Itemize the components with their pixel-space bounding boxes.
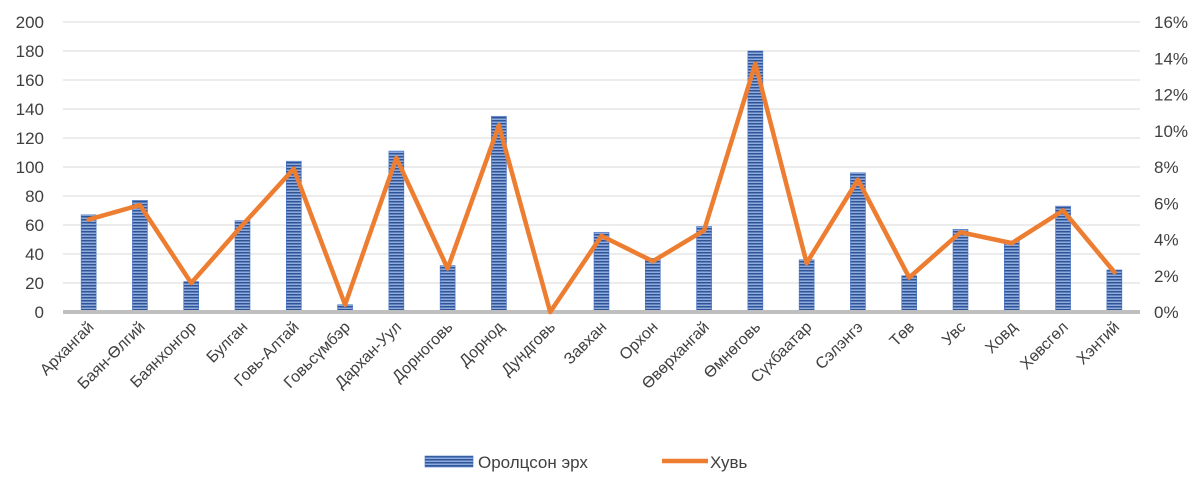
x-tick-label: Орхон xyxy=(617,319,662,364)
line-point xyxy=(701,228,707,233)
line-series xyxy=(86,61,1117,315)
y-right-tick-label: 6% xyxy=(1154,194,1179,213)
y-left-tick-label: 100 xyxy=(16,158,44,177)
y-left-tick-label: 120 xyxy=(16,129,44,148)
bar xyxy=(1106,269,1123,313)
x-tick-label: Дундговь xyxy=(499,319,560,380)
line-point xyxy=(240,222,245,228)
bar xyxy=(901,275,918,313)
y-left-tick-label: 80 xyxy=(25,187,44,206)
line-point xyxy=(496,123,502,128)
x-tick-label: Увс xyxy=(939,319,969,349)
legend: Оролцсон эрх Хувь xyxy=(424,453,747,472)
y-right-tick-label: 4% xyxy=(1154,231,1179,250)
line-point xyxy=(445,266,450,271)
line-point xyxy=(907,275,912,280)
line-point xyxy=(548,309,553,315)
y-right-tick-label: 14% xyxy=(1154,49,1188,68)
bar xyxy=(1055,205,1071,313)
bar xyxy=(80,214,97,313)
line-point xyxy=(189,280,194,286)
line-point xyxy=(1112,269,1117,275)
line-point xyxy=(342,302,348,307)
legend-bar-label: Оролцсон эрх xyxy=(478,453,588,472)
y-right-tick-label: 10% xyxy=(1154,122,1188,141)
line-point xyxy=(1009,240,1014,246)
line-point xyxy=(599,233,604,239)
y-right-tick-label: 16% xyxy=(1154,13,1188,32)
tick-labels: 0 20 40 60 80 100 120 140 160 180 200 0% 2% 4% 6% 8% 10%… xyxy=(16,13,1188,393)
y-left-tick-label: 0 xyxy=(35,303,44,322)
line-point xyxy=(650,259,655,264)
legend-bar-swatch xyxy=(424,455,474,468)
line-point xyxy=(86,217,91,222)
y-left-tick-label: 60 xyxy=(25,216,44,235)
y-left-tick-label: 160 xyxy=(16,71,44,90)
x-tick-label: Ховд xyxy=(982,318,1021,357)
x-tick-label: Дорнод xyxy=(456,318,508,370)
bar-series xyxy=(80,50,1123,313)
y-left-tick-label: 20 xyxy=(25,274,44,293)
line-point xyxy=(1060,208,1066,213)
bar xyxy=(439,265,456,313)
y-right-tick-label: 2% xyxy=(1154,267,1179,286)
line-point xyxy=(855,177,861,182)
line-point xyxy=(958,230,963,235)
y-right-tick-label: 0% xyxy=(1154,303,1179,322)
x-tick-label: Булган xyxy=(204,319,252,367)
x-tick-label: Завхан xyxy=(561,319,610,368)
bar xyxy=(1003,240,1020,313)
bar xyxy=(644,258,661,313)
bar xyxy=(952,229,969,313)
y-left-tick-label: 200 xyxy=(16,13,44,32)
bar xyxy=(798,259,815,313)
y-left-tick-label: 40 xyxy=(25,245,44,264)
line-point xyxy=(291,166,296,172)
y-right-tick-label: 8% xyxy=(1154,158,1179,177)
x-tick-label: Төв xyxy=(887,319,918,350)
x-tick-label: Хөвсгөл xyxy=(1017,319,1071,373)
x-tick-label: Хэнтий xyxy=(1074,319,1123,368)
y-right-tick-label: 12% xyxy=(1154,86,1188,105)
bar xyxy=(696,226,712,313)
x-tick-label: Сэлэнгэ xyxy=(813,319,867,373)
y-left-tick-label: 140 xyxy=(16,100,44,119)
legend-line-label: Хувь xyxy=(710,453,747,472)
line-point xyxy=(804,260,809,266)
y-left-tick-label: 180 xyxy=(16,42,44,61)
line-point xyxy=(394,155,399,161)
bar xyxy=(234,220,251,313)
line-point xyxy=(137,202,143,208)
bar xyxy=(183,281,200,313)
line-point xyxy=(753,61,758,66)
